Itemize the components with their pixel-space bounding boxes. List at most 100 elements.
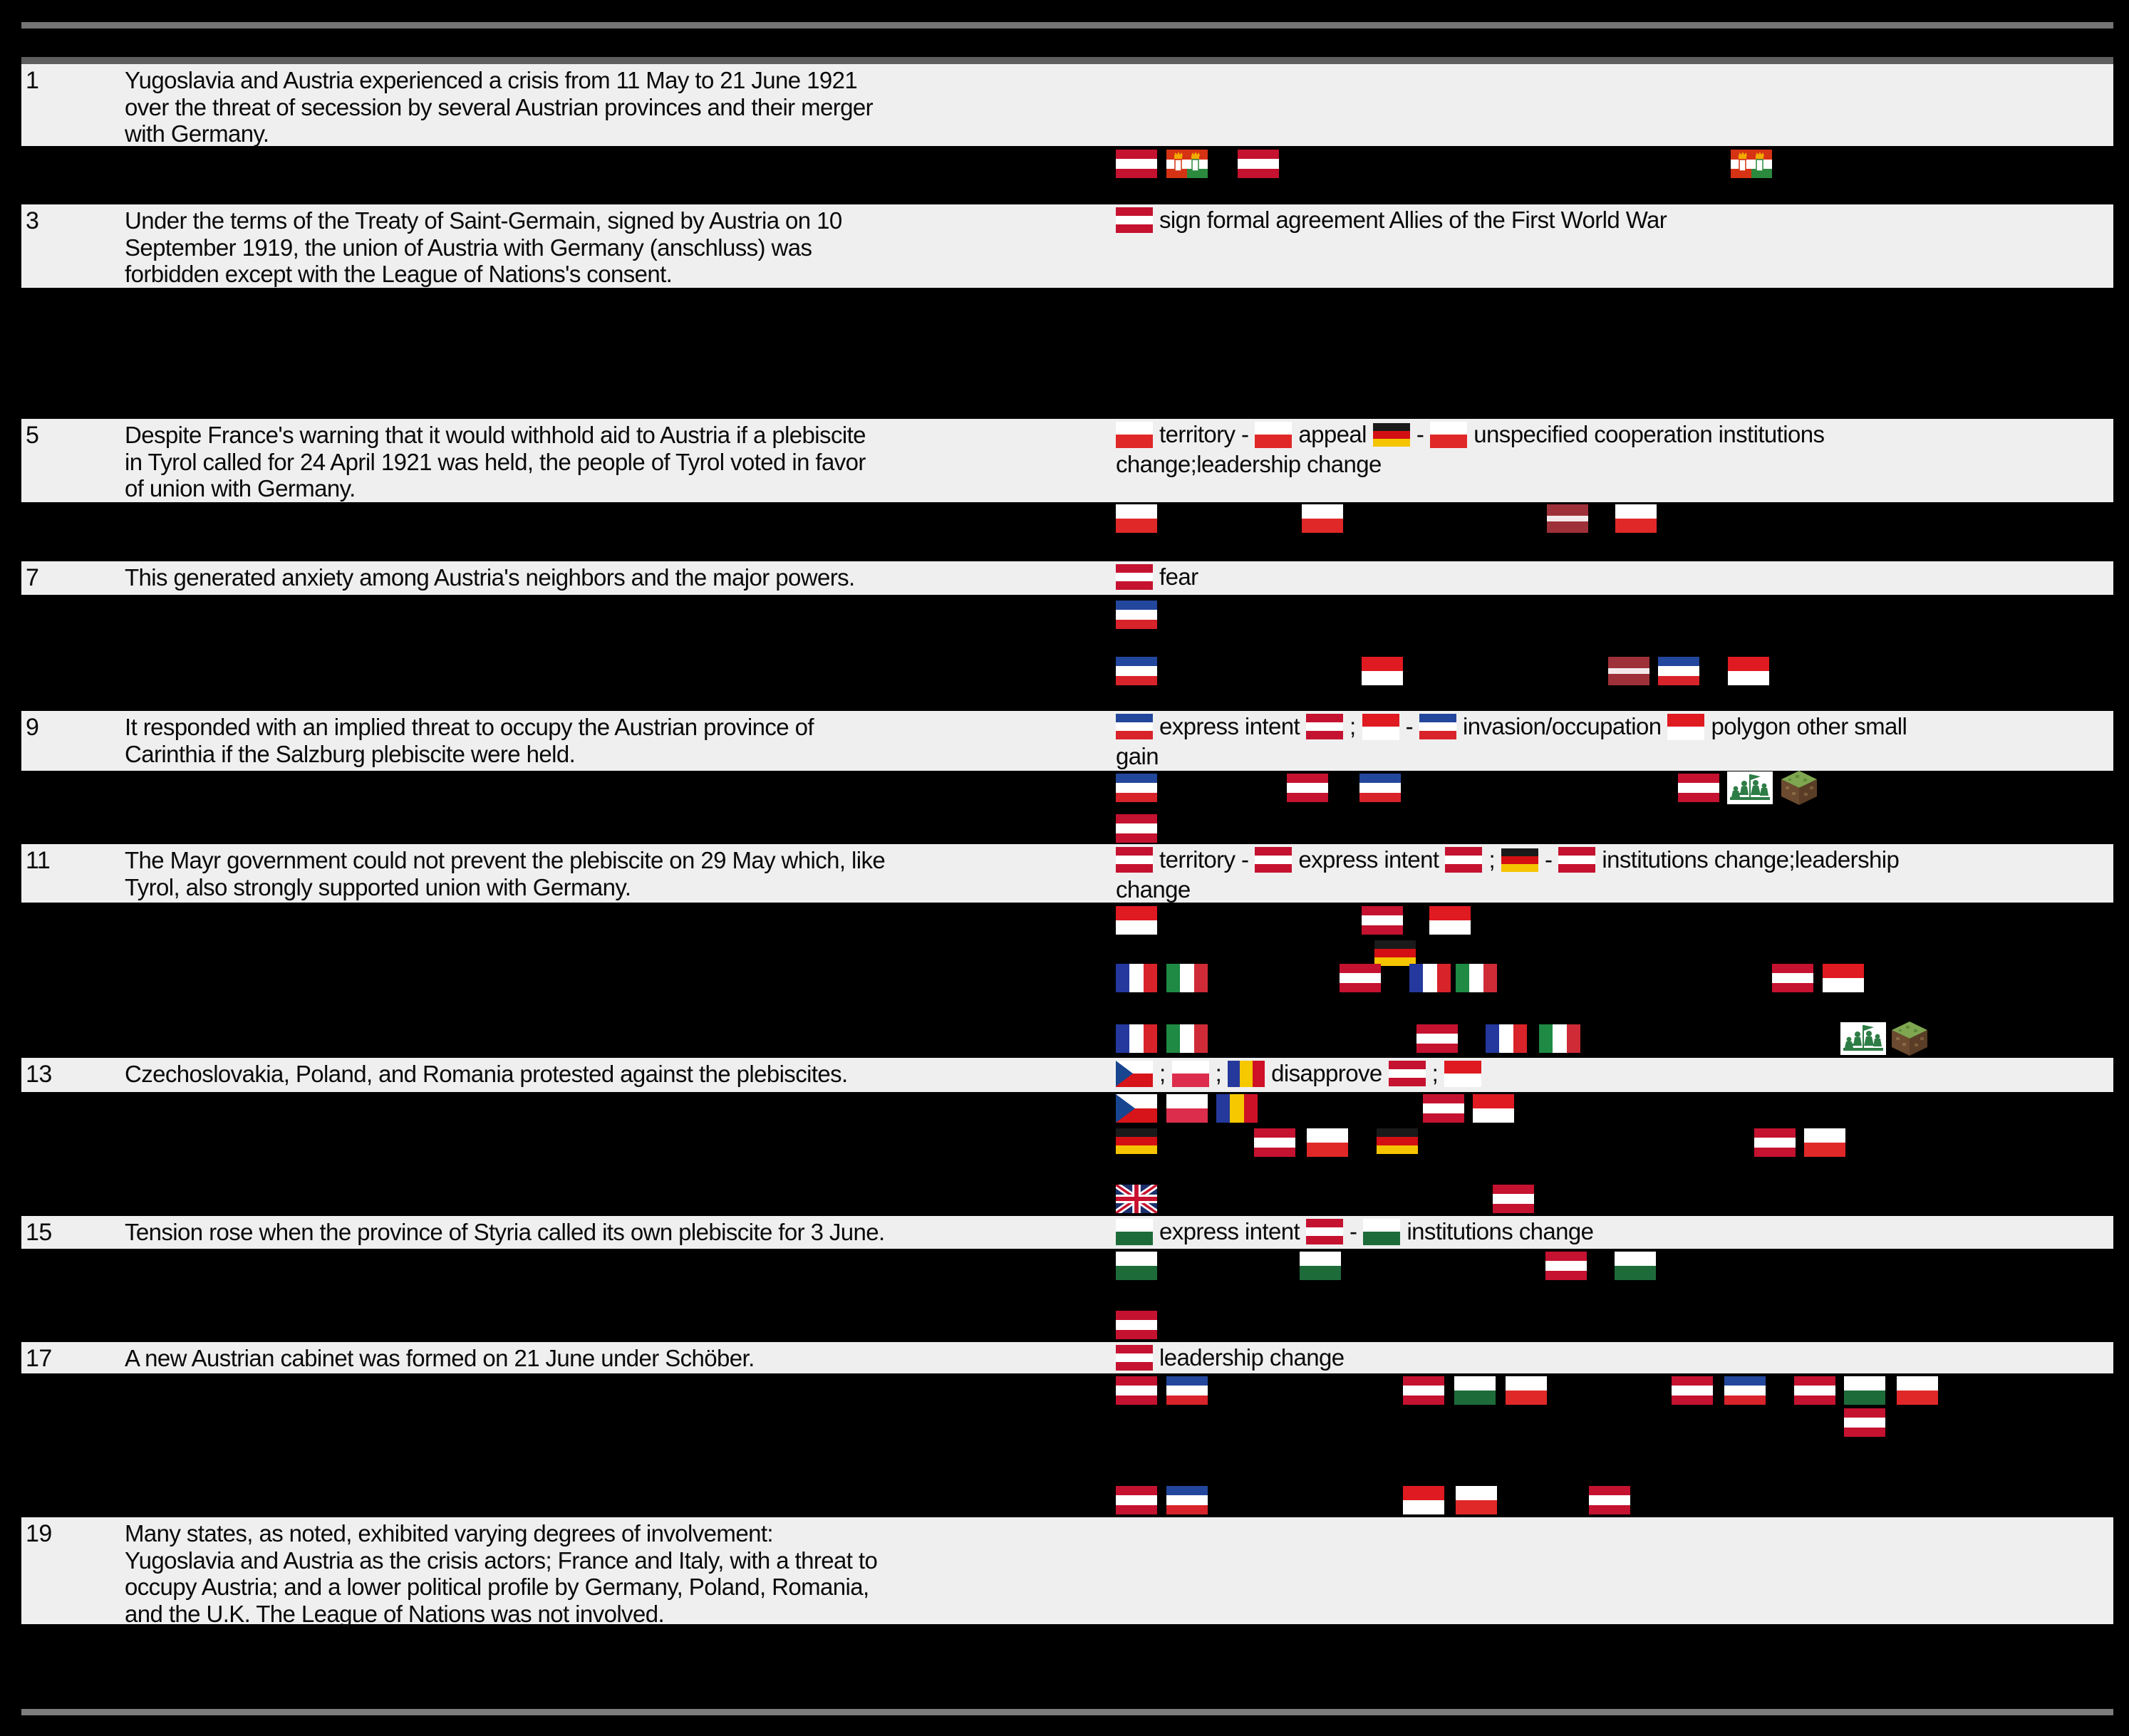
germany-flag-icon (1377, 1128, 1418, 1154)
austria-flag-icon (1493, 1185, 1534, 1213)
entity-track-item (1429, 906, 1471, 935)
row-number: 19 (26, 1520, 52, 1547)
salzburg-flag-icon (1823, 964, 1864, 992)
entity-track-item (1116, 1024, 1157, 1053)
sentence-row-19: 19 Many states, as noted, exhibited varyi… (21, 1517, 2113, 1627)
sentence-line: Under the terms of the Treaty of Saint-G… (125, 207, 842, 234)
sentence-line: occupy Austria; and a lower political pr… (125, 1574, 869, 1600)
tyrol-flag-icon (1456, 1486, 1497, 1514)
austria-flag-icon (1558, 846, 1596, 873)
entity-track-item (1116, 150, 1157, 178)
entity-track-item (1731, 150, 1772, 178)
austria-flag-icon (1116, 207, 1153, 234)
event-label: fear (1159, 563, 1198, 590)
entity-track-item (1728, 657, 1769, 685)
sentence-line: Many states, as noted, exhibited varying… (125, 1520, 774, 1547)
yugoslavia-flag-icon (1658, 657, 1699, 685)
austria-flag-icon (1116, 1344, 1153, 1371)
entity-track-item (1116, 1311, 1157, 1339)
row-number: 7 (26, 564, 39, 591)
event-label: polygon other small (1711, 713, 1907, 739)
austria-flag-icon (1545, 1252, 1587, 1280)
sentence-line: Despite France's warning that it would w… (125, 422, 866, 448)
entity-track-item (1116, 1094, 1157, 1123)
entity-track-item (1116, 657, 1157, 685)
sentence-text: Despite France's warning that it would w… (125, 422, 866, 502)
austria-flag-icon (1403, 1376, 1444, 1405)
entity-track-item (1454, 1376, 1496, 1405)
austria-flag-icon (1754, 1128, 1796, 1157)
event-annotation-line: fear (1116, 562, 1198, 592)
styria-flag-icon (1116, 1252, 1157, 1280)
event-annotation: fear (1116, 562, 1198, 592)
event-annotation-line: express intent - institutions change (1116, 1217, 1594, 1247)
entity-track-item (1844, 1376, 1885, 1405)
top-rule (21, 22, 2113, 28)
yugoslavia-flag-icon (1116, 774, 1157, 802)
tyrol-flag-icon (1116, 421, 1153, 448)
salzburg-flag-icon (1403, 1486, 1444, 1514)
entity-track-item (1506, 1376, 1547, 1405)
event-label: institutions change (1407, 1218, 1594, 1244)
sentence-line: The Mayr government could not prevent th… (125, 847, 886, 873)
austria-hungary-flag-icon (1731, 150, 1772, 178)
austria-flag-icon (1423, 1094, 1464, 1123)
austria-flag-icon (1116, 150, 1157, 178)
entity-track-item (1116, 1376, 1157, 1405)
sentence-line: over the threat of secession by several … (125, 93, 874, 120)
event-annotation-line: leadership change (1116, 1343, 1345, 1373)
tyrol-flag-icon (1116, 504, 1157, 533)
yugoslavia-flag-icon (1419, 713, 1457, 740)
entity-track-item (1409, 964, 1451, 992)
austria-flag-icon (1794, 1376, 1835, 1405)
event-annotation-line: territory - appeal - unspecified cooperatio… (1116, 420, 1825, 449)
event-label: appeal (1298, 421, 1367, 447)
event-label: institutions change;leadership (1602, 846, 1900, 873)
yugoslavia-flag-icon (1359, 774, 1401, 802)
sentence-text: It responded with an implied threat to o… (125, 714, 814, 767)
sentence-text: Tension rose when the province of Styria… (125, 1219, 885, 1246)
italy-flag-icon (1166, 964, 1208, 992)
sentence-row-7: 7 This generated anxiety among Austria's … (21, 561, 2113, 595)
austria-flag-icon (1844, 1408, 1885, 1437)
row-number: 17 (26, 1345, 52, 1372)
austria-flag-icon (1589, 1486, 1630, 1514)
yugoslavia-flag-icon (1116, 657, 1157, 685)
italy-flag-icon (1456, 964, 1497, 992)
sentence-line: Carinthia if the Salzburg plebiscite wer… (125, 740, 576, 767)
row-number: 9 (26, 714, 39, 741)
event-label: gain (1116, 743, 1159, 769)
entity-track-item (1359, 774, 1401, 802)
entity-track-item (1416, 1024, 1458, 1053)
row-number: 3 (26, 207, 39, 234)
entity-track-item (1216, 1094, 1258, 1123)
entity-track-item (1374, 940, 1416, 966)
row-number: 13 (26, 1061, 52, 1088)
styria-flag-icon (1116, 1218, 1153, 1245)
sentence-line: This generated anxiety among Austria's n… (125, 564, 855, 591)
entity-track-item (1377, 1128, 1418, 1154)
entity-track-item (1589, 1486, 1630, 1514)
event-label: ; (1350, 713, 1356, 739)
event-label: express intent (1159, 1218, 1300, 1244)
salzburg-flag-icon (1116, 906, 1157, 935)
salzburg-flag-icon (1728, 657, 1769, 685)
event-annotation: express intent - institutions change (1116, 1217, 1594, 1247)
entity-track-item (1166, 150, 1208, 178)
entity-track-item (1780, 769, 1818, 806)
event-annotation: express intent; - invasion/occupation polyg… (1116, 712, 1907, 771)
entity-track-item (1754, 1128, 1796, 1157)
entity-track-item (1672, 1376, 1713, 1405)
sentence-row-17: 17 A new Austrian cabinet was formed on 2… (21, 1342, 2113, 1373)
france-flag-icon (1116, 964, 1157, 992)
entity-track-item (1166, 1486, 1208, 1514)
salzburg-flag-icon (1429, 906, 1471, 935)
entity-track-item (1238, 150, 1279, 178)
sentence-line: forbidden except with the League of Nati… (125, 261, 673, 287)
sentence-text: The Mayr government could not prevent th… (125, 847, 886, 900)
austria-flag-icon (1388, 1060, 1426, 1087)
sentence-line: It responded with an implied threat to o… (125, 714, 814, 740)
event-annotation: ;; disapprove; (1116, 1059, 1482, 1088)
sentence-text: Czechoslovakia, Poland, and Romania prot… (125, 1061, 848, 1088)
austria-flag-icon (1116, 1311, 1157, 1339)
